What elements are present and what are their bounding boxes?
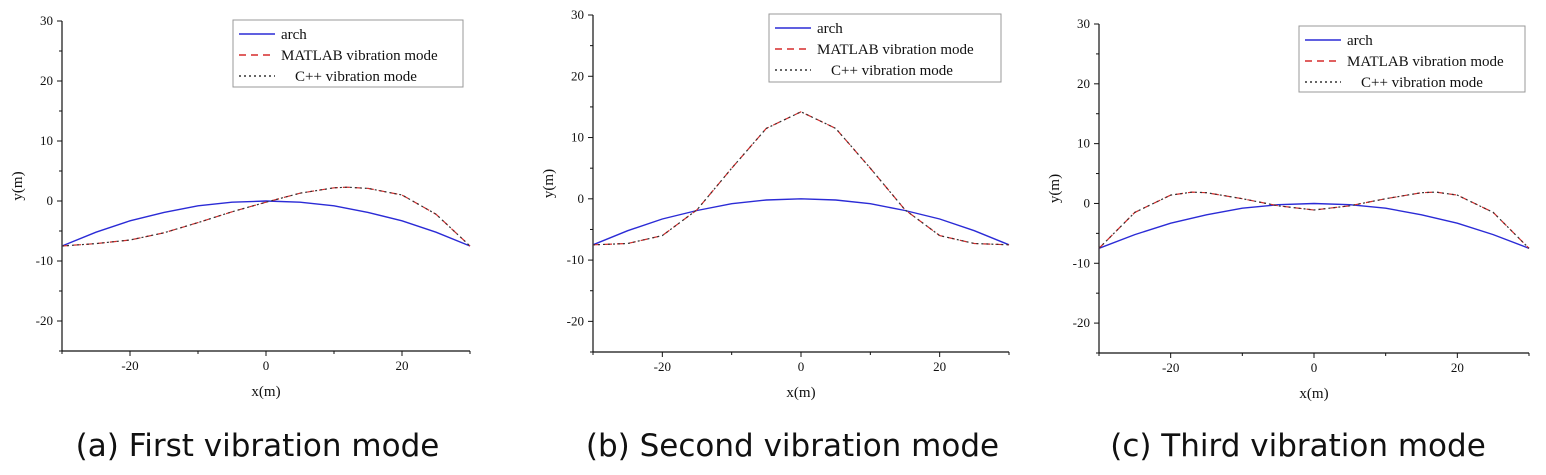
legend-box <box>232 19 464 88</box>
series-line-cpp <box>592 111 1010 246</box>
legend: arch MATLAB vibration mode C++ vibration m… <box>768 13 1002 83</box>
y-tick-label: -20 <box>567 313 584 328</box>
y-tick-label: 30 <box>1077 16 1090 31</box>
legend: arch MATLAB vibration mode C++ vibration m… <box>1298 25 1526 93</box>
x-tick-label: 20 <box>1451 360 1464 375</box>
y-tick-label: 30 <box>571 7 584 22</box>
y-tick-label: 10 <box>1077 136 1090 151</box>
series-line-matlab <box>61 186 471 247</box>
x-tick-label: 0 <box>1311 360 1318 375</box>
y-tick-label: 20 <box>1077 76 1090 91</box>
y-tick-label: 10 <box>571 130 584 145</box>
y-tick-label: -10 <box>567 252 584 267</box>
legend-label-cpp: C++ vibration mode <box>1361 75 1483 91</box>
legend-label-matlab: MATLAB vibration mode <box>281 48 438 64</box>
y-axis-label: y(m) <box>541 169 557 198</box>
x-tick-label: 20 <box>933 359 946 374</box>
y-tick-label: 20 <box>571 68 584 83</box>
legend-box <box>1298 25 1526 93</box>
series-line-arch <box>1098 202 1530 249</box>
series-line-matlab <box>1098 191 1530 249</box>
x-tick-label: 20 <box>396 358 409 373</box>
y-tick-label: 20 <box>40 73 53 88</box>
x-tick-label: 0 <box>263 358 270 373</box>
x-tick-label: -20 <box>121 358 138 373</box>
chart-panel-second-mode: -20 -10 0 10 20 30 -20 0 20 x(m) y(m) arch MATLAB vi… <box>541 7 1010 401</box>
legend-label-arch: arch <box>817 21 843 37</box>
legend-label-cpp: C++ vibration mode <box>831 63 953 79</box>
series-line-arch <box>61 200 471 247</box>
chart-panel-first-mode: -20 -10 0 10 20 30 -20 0 20 x(m) y(m) arch MATLAB vi… <box>10 13 471 400</box>
y-axis-label: y(m) <box>1047 174 1063 203</box>
x-tick-label: 0 <box>798 359 805 374</box>
x-tick-label: -20 <box>654 359 671 374</box>
series-line-matlab <box>592 111 1010 246</box>
caption-first-mode: (a) First vibration mode <box>75 428 440 464</box>
legend-box <box>768 13 1002 83</box>
legend-label-arch: arch <box>281 27 307 43</box>
legend-label-cpp: C++ vibration mode <box>295 69 417 85</box>
y-tick-label: 10 <box>40 133 53 148</box>
series-line-arch <box>592 198 1010 246</box>
y-tick-label: -10 <box>1073 255 1090 270</box>
caption-second-mode: (b) Second vibration mode <box>585 428 1000 464</box>
caption-third-mode: (c) Third vibration mode <box>1110 428 1486 464</box>
y-tick-label: 0 <box>1084 195 1091 210</box>
legend: arch MATLAB vibration mode C++ vibration m… <box>232 19 464 88</box>
y-tick-label: -20 <box>36 313 53 328</box>
series-line-cpp <box>61 186 471 247</box>
y-tick-label: 30 <box>40 13 53 28</box>
legend-label-matlab: MATLAB vibration mode <box>817 42 974 58</box>
series-line-cpp <box>1098 191 1530 249</box>
legend-label-arch: arch <box>1347 33 1373 49</box>
legend-label-matlab: MATLAB vibration mode <box>1347 54 1504 70</box>
x-tick-label: -20 <box>1162 360 1179 375</box>
y-axis-label: y(m) <box>10 171 26 200</box>
x-axis-label: x(m) <box>1299 386 1328 402</box>
x-axis-label: x(m) <box>786 385 815 401</box>
y-tick-label: 0 <box>578 191 585 206</box>
y-tick-label: -20 <box>1073 315 1090 330</box>
x-axis-label: x(m) <box>251 384 280 400</box>
y-tick-label: 0 <box>47 193 54 208</box>
y-tick-label: -10 <box>36 253 53 268</box>
chart-panel-third-mode: -20 -10 0 10 20 30 -20 0 20 x(m) y(m) arch MATLAB vi… <box>1047 16 1530 402</box>
